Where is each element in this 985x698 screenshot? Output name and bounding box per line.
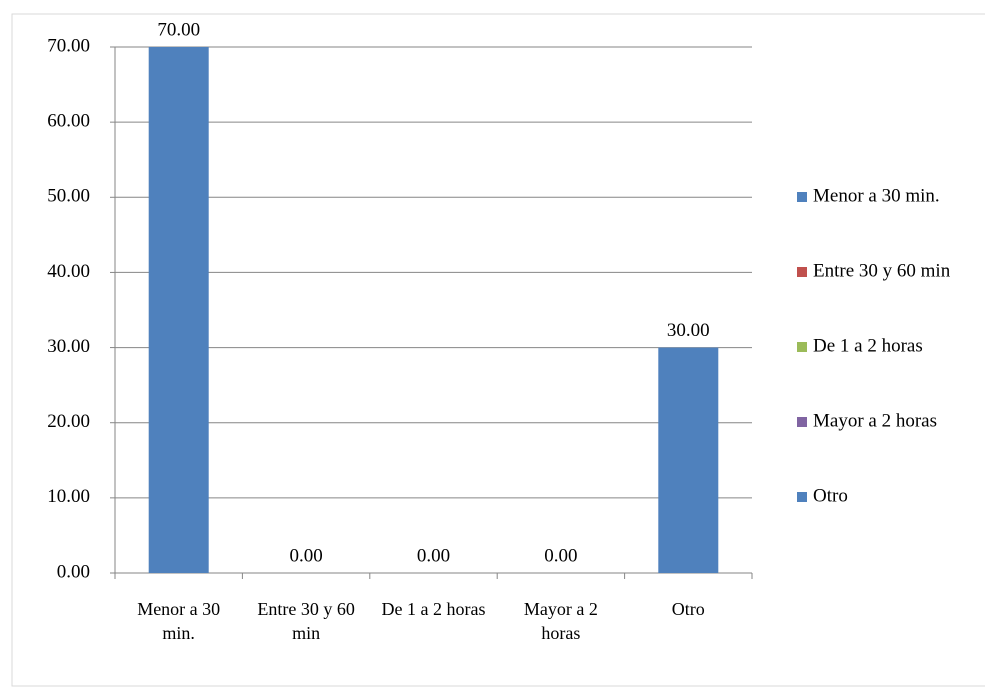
data-label: 70.00	[157, 19, 200, 40]
y-tick-label: 50.00	[47, 186, 90, 207]
legend-label: De 1 a 2 horas	[813, 335, 923, 356]
data-label: 0.00	[417, 545, 450, 566]
legend-label: Entre 30 y 60 min	[813, 260, 951, 281]
x-tick-label: De 1 a 2 horas	[381, 599, 486, 619]
x-tick-label: Menor a 30 min.	[137, 599, 221, 643]
data-label: 0.00	[544, 545, 577, 566]
y-tick-label: 30.00	[47, 336, 90, 357]
bar	[658, 347, 719, 573]
x-tick-label: Mayor a 2 horas	[523, 599, 598, 643]
legend-label: Mayor a 2 horas	[813, 410, 937, 431]
frame	[11, 13, 985, 687]
data-label: 0.00	[289, 545, 322, 566]
legend-label: Menor a 30 min.	[813, 185, 940, 206]
y-tick-label: 0.00	[57, 561, 90, 582]
y-tick-label: 60.00	[47, 111, 90, 132]
legend-swatch	[797, 492, 807, 502]
y-tick-label: 40.00	[47, 261, 90, 282]
x-tick-label: Entre 30 y 60 min	[257, 599, 355, 643]
y-tick-label: 70.00	[47, 35, 90, 56]
legend-swatch	[797, 417, 807, 427]
legend-swatch	[797, 192, 807, 202]
bar	[148, 47, 209, 573]
data-label: 30.00	[667, 320, 710, 341]
legend-label: Otro	[813, 485, 848, 506]
legend-swatch	[797, 267, 807, 277]
legend-swatch	[797, 342, 807, 352]
y-tick-label: 20.00	[47, 411, 90, 432]
x-tick-label: Otro	[671, 599, 705, 619]
y-tick-label: 10.00	[47, 486, 90, 507]
